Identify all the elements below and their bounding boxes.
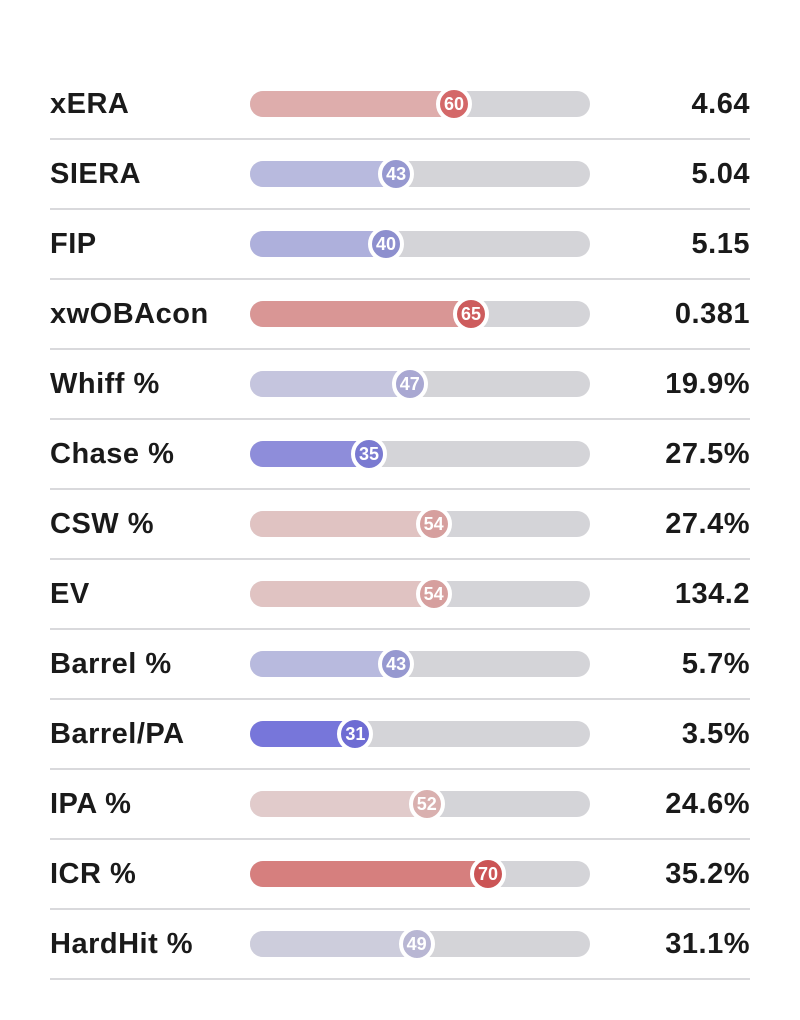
metric-row: Barrel/PA313.5% (50, 700, 750, 770)
percentile-handle: 52 (409, 786, 445, 822)
metric-row: FIP405.15 (50, 210, 750, 280)
bar-fill (250, 791, 427, 817)
bar-track: 49 (250, 931, 590, 957)
metric-value: 5.15 (590, 228, 750, 261)
metric-value: 31.1% (590, 928, 750, 961)
bar-track: 43 (250, 161, 590, 187)
bar-track: 31 (250, 721, 590, 747)
percentile-handle: 43 (378, 156, 414, 192)
metric-row: CSW %5427.4% (50, 490, 750, 560)
metric-value: 35.2% (590, 858, 750, 891)
percentile-handle: 40 (368, 226, 404, 262)
metric-value: 24.6% (590, 788, 750, 821)
metric-value: 3.5% (590, 718, 750, 751)
percentile-handle: 35 (351, 436, 387, 472)
bar-fill (250, 161, 396, 187)
metric-bar: 31 (250, 721, 590, 747)
metric-bar: 60 (250, 91, 590, 117)
metric-row: Chase %3527.5% (50, 420, 750, 490)
metric-label: Barrel/PA (50, 718, 250, 751)
metric-label: HardHit % (50, 928, 250, 961)
metric-bar: 43 (250, 161, 590, 187)
bar-fill (250, 581, 434, 607)
bar-track: 40 (250, 231, 590, 257)
percentile-handle: 70 (470, 856, 506, 892)
metric-row: HardHit %4931.1% (50, 910, 750, 980)
metric-row: Barrel %435.7% (50, 630, 750, 700)
metric-bar: 49 (250, 931, 590, 957)
metric-value: 134.2 (590, 578, 750, 611)
metric-label: IPA % (50, 788, 250, 821)
metric-value: 19.9% (590, 368, 750, 401)
bar-track: 47 (250, 371, 590, 397)
metric-bar: 54 (250, 511, 590, 537)
bar-track: 54 (250, 511, 590, 537)
metric-row: IPA %5224.6% (50, 770, 750, 840)
metric-label: Chase % (50, 438, 250, 471)
metric-bar: 40 (250, 231, 590, 257)
percentile-handle: 31 (337, 716, 373, 752)
percentile-handle: 49 (399, 926, 435, 962)
metric-bar: 65 (250, 301, 590, 327)
metric-row: xERA604.64 (50, 70, 750, 140)
percentile-handle: 54 (416, 576, 452, 612)
metric-label: Barrel % (50, 648, 250, 681)
percentile-handle: 60 (436, 86, 472, 122)
bar-fill (250, 511, 434, 537)
bar-fill (250, 931, 417, 957)
percentile-chart: xERA604.64SIERA435.04FIP405.15xwOBAcon65… (0, 0, 800, 1020)
bar-fill (250, 371, 410, 397)
percentile-handle: 43 (378, 646, 414, 682)
metric-label: xERA (50, 88, 250, 121)
metric-label: xwOBAcon (50, 298, 250, 331)
bar-fill (250, 231, 386, 257)
metric-label: Whiff % (50, 368, 250, 401)
metric-bar: 70 (250, 861, 590, 887)
percentile-handle: 54 (416, 506, 452, 542)
metric-label: FIP (50, 228, 250, 261)
metric-label: SIERA (50, 158, 250, 191)
metric-value: 27.5% (590, 438, 750, 471)
percentile-handle: 47 (392, 366, 428, 402)
bar-track: 65 (250, 301, 590, 327)
bar-fill (250, 301, 471, 327)
bar-track: 43 (250, 651, 590, 677)
metric-value: 0.381 (590, 298, 750, 331)
metric-bar: 43 (250, 651, 590, 677)
bar-track: 52 (250, 791, 590, 817)
metric-row: xwOBAcon650.381 (50, 280, 750, 350)
metric-row: SIERA435.04 (50, 140, 750, 210)
metric-label: ICR % (50, 858, 250, 891)
metric-bar: 54 (250, 581, 590, 607)
metric-label: CSW % (50, 508, 250, 541)
metric-value: 5.7% (590, 648, 750, 681)
bar-fill (250, 651, 396, 677)
metric-value: 27.4% (590, 508, 750, 541)
metric-row: ICR %7035.2% (50, 840, 750, 910)
metric-bar: 52 (250, 791, 590, 817)
bar-fill (250, 861, 488, 887)
bar-track: 35 (250, 441, 590, 467)
bar-track: 54 (250, 581, 590, 607)
metric-row: Whiff %4719.9% (50, 350, 750, 420)
bar-track: 70 (250, 861, 590, 887)
metric-row: EV54134.2 (50, 560, 750, 630)
metric-value: 5.04 (590, 158, 750, 191)
metric-value: 4.64 (590, 88, 750, 121)
percentile-handle: 65 (453, 296, 489, 332)
metric-bar: 47 (250, 371, 590, 397)
metric-label: EV (50, 578, 250, 611)
bar-fill (250, 91, 454, 117)
metric-bar: 35 (250, 441, 590, 467)
bar-track: 60 (250, 91, 590, 117)
